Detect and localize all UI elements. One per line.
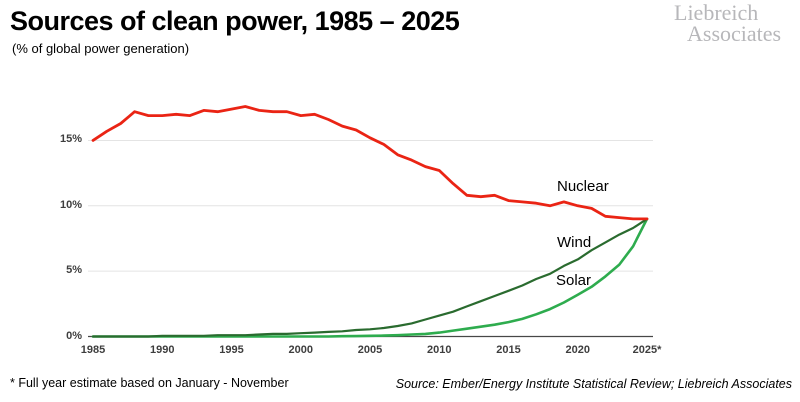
x-tick-label: 2010 — [427, 344, 452, 356]
x-tick-label: 1985 — [80, 344, 106, 356]
full-year-estimate-footnote: * Full year estimate based on January - … — [10, 376, 289, 390]
nuclear-line — [91, 105, 649, 221]
y-tick-label: 5% — [66, 264, 82, 277]
y-tick-label: 10% — [59, 198, 82, 211]
page-subtitle: (% of global power generation) — [12, 41, 190, 56]
x-tick-label: 2005 — [357, 344, 383, 356]
logo-line-1: Liebreich — [674, 0, 759, 25]
wind-line-label: Wind — [557, 234, 592, 251]
logo-line-2: Associates — [687, 21, 782, 46]
x-tick-label: 1995 — [219, 344, 244, 356]
x-tick-label: 2020 — [565, 344, 590, 356]
wind-line — [91, 217, 649, 338]
page-title: Sources of clean power, 1985 – 2025 — [10, 6, 460, 36]
x-tick-label: 2025* — [632, 344, 662, 356]
solar-line-label: Solar — [556, 272, 592, 289]
x-tick-label: 1990 — [150, 344, 175, 356]
nuclear-line-label: Nuclear — [557, 178, 609, 195]
y-tick-label: 15% — [59, 133, 82, 146]
x-tick-label: 2015 — [496, 344, 521, 356]
y-tick-label: 0% — [66, 329, 82, 342]
source-attribution: Source: Ember/Energy Institute Statistic… — [395, 377, 792, 391]
x-tick-label: 2000 — [288, 344, 313, 356]
liebreich-associates-logo: Liebreich Associates — [674, 0, 782, 46]
